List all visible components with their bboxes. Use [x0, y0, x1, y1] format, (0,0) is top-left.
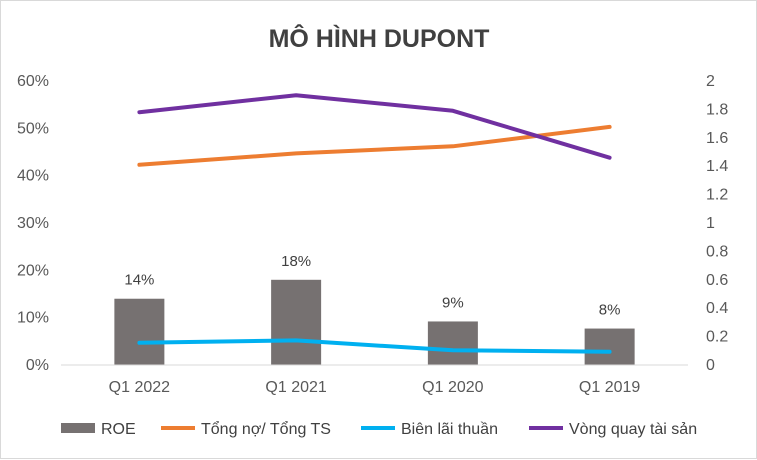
right-tick-label: 1	[706, 215, 715, 232]
legend-label: Biên lãi thuần	[401, 421, 498, 438]
legend-label: Tổng nợ/ Tổng TS	[201, 420, 331, 438]
bar-series	[114, 279, 635, 365]
chart-title: MÔ HÌNH DUPONT	[269, 23, 490, 53]
roe-bar	[271, 279, 322, 365]
x-tick-label: Q1 2022	[109, 379, 170, 396]
roe-bar	[114, 298, 165, 365]
line-series	[137, 93, 612, 354]
left-axis: 0% 10% 20% 30% 40% 50% 60%	[17, 73, 49, 374]
bar-data-labels: 14% 18% 9% 8%	[124, 253, 620, 319]
right-axis: 0 0.2 0.4 0.6 0.8 1 1.2 1.4 1.6 1.8 2	[706, 73, 728, 374]
asset-turnover-line	[137, 93, 612, 160]
left-tick-label: 60%	[17, 73, 49, 90]
debt-ratio-line	[137, 124, 612, 167]
roe-data-label: 8%	[599, 302, 621, 319]
right-tick-label: 0.4	[706, 300, 728, 317]
left-tick-label: 50%	[17, 120, 49, 137]
right-tick-label: 0.8	[706, 243, 728, 260]
left-tick-label: 30%	[17, 215, 49, 232]
left-tick-label: 20%	[17, 262, 49, 279]
x-tick-label: Q1 2020	[422, 379, 483, 396]
roe-data-label: 18%	[281, 253, 311, 270]
left-tick-label: 10%	[17, 310, 49, 327]
x-axis: Q1 2022 Q1 2021 Q1 2020 Q1 2019	[109, 379, 641, 396]
left-tick-label: 40%	[17, 168, 49, 185]
right-tick-label: 1.2	[706, 187, 728, 204]
roe-bar	[584, 328, 635, 365]
net-margin-line	[137, 338, 612, 354]
right-tick-label: 0.6	[706, 272, 728, 289]
x-tick-label: Q1 2021	[265, 379, 326, 396]
right-tick-label: 1.4	[706, 158, 728, 175]
legend-label: ROE	[101, 421, 136, 438]
legend: ROE Tổng nợ/ Tổng TS Biên lãi thuần Vòng qu…	[61, 420, 697, 438]
legend-swatch-roe	[61, 423, 95, 433]
right-tick-label: 0.2	[706, 329, 728, 346]
right-tick-label: 2	[706, 73, 715, 90]
right-tick-label: 1.8	[706, 101, 728, 118]
left-tick-label: 0%	[26, 357, 49, 374]
roe-data-label: 9%	[442, 294, 464, 311]
legend-label: Vòng quay tài sản	[569, 421, 697, 438]
x-tick-label: Q1 2019	[579, 379, 640, 396]
right-tick-label: 0	[706, 357, 715, 374]
right-tick-label: 1.6	[706, 130, 728, 147]
roe-data-label: 14%	[124, 272, 154, 289]
roe-bar	[427, 321, 478, 365]
